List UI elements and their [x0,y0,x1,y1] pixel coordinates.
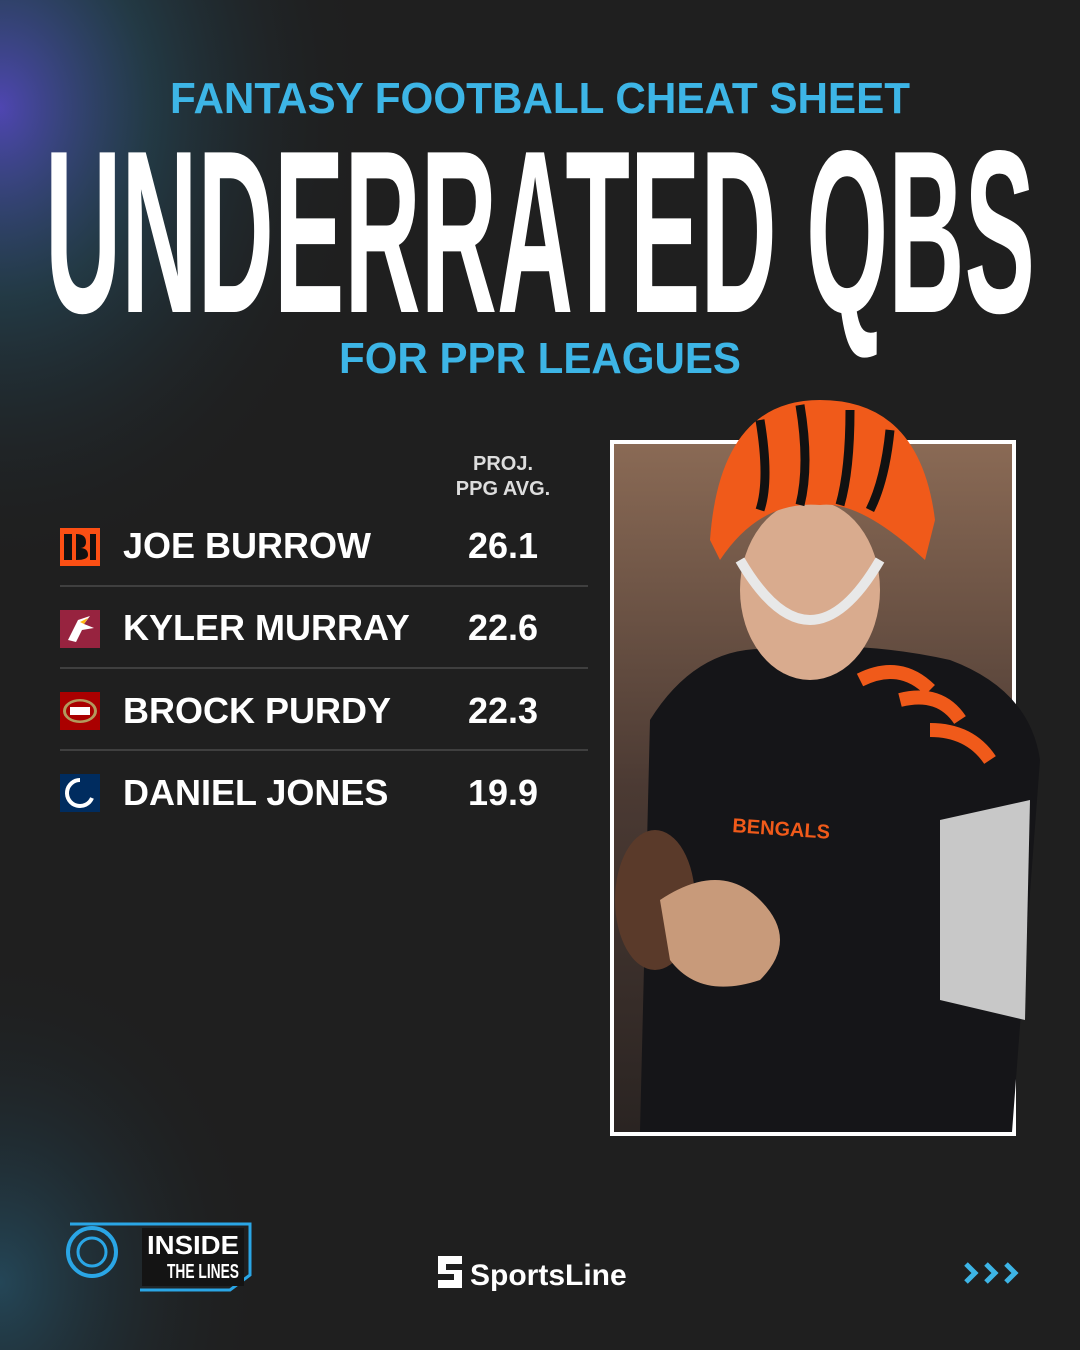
show-logo: INSIDE THE LINES [66,1222,252,1292]
player-name: DANIEL JONES [123,772,388,813]
show-logo-text: INSIDE [147,1230,239,1260]
title: UNDERRATED QBS [45,103,1035,362]
player-name: BROCK PURDY [123,690,391,731]
ppg-value: 22.3 [468,690,538,731]
ppg-value: 26.1 [468,525,538,566]
brand-logo: SportsLine [438,1256,627,1292]
team-logo [60,610,100,648]
team-logo [60,528,100,566]
kicker: FANTASY FOOTBALL CHEAT SHEET [170,74,910,123]
ppg-value: 19.9 [468,772,538,813]
show-logo-text: THE LINES [167,1261,239,1283]
column-header: PROJ. [473,453,533,475]
team-logo [60,692,100,730]
player-photo: BENGALS [610,400,1040,1136]
player-name: JOE BURROW [123,525,371,566]
team-logo [60,774,100,812]
next-arrows[interactable] [964,1262,1019,1284]
player-name: KYLER MURRAY [123,607,410,648]
brand-name: SportsLine [470,1259,627,1292]
column-header: PPG AVG. [456,478,550,500]
ppg-value: 22.6 [468,607,538,648]
subtitle: FOR PPR LEAGUES [339,334,741,383]
